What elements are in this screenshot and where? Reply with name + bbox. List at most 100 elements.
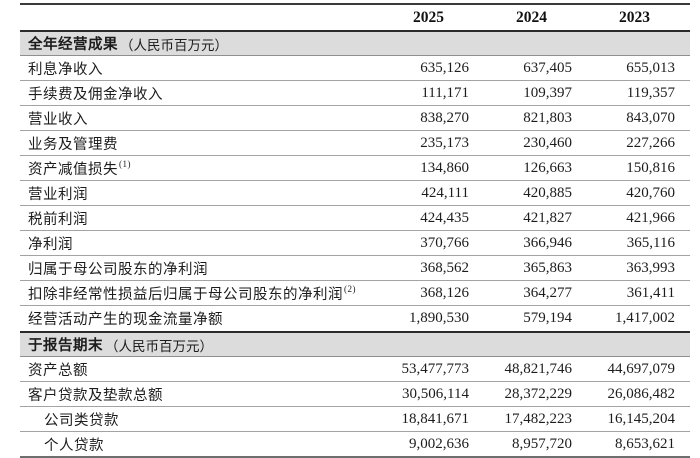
- section-unit: （人民币百万元）: [105, 338, 213, 354]
- section-unit: （人民币百万元）: [120, 37, 228, 53]
- table-row: 客户贷款及垫款总额 30,506,114 28,372,229 26,086,4…: [20, 382, 690, 407]
- row-label-text: 个人贷款: [44, 437, 104, 454]
- row-value-2025: 30,506,114: [402, 385, 469, 402]
- row-label: 资产总额: [20, 359, 366, 380]
- row-label-text: 业务及管理费: [28, 136, 118, 153]
- table-row: 资产总额 53,477,773 48,821,746 44,697,079: [20, 357, 690, 382]
- section-title: 全年经营成果: [28, 37, 118, 53]
- row-label: 营业收入: [20, 108, 366, 129]
- row-label: 经营活动产生的现金流量净额: [20, 308, 366, 329]
- row-value-2023: 1,417,002: [615, 310, 675, 326]
- footnote-marker: (1): [119, 158, 131, 169]
- table-row: 净利润 370,766 366,946 365,116: [20, 231, 690, 256]
- row-value-2025: 111,171: [421, 84, 469, 101]
- row-value-2025: 134,860: [420, 159, 469, 176]
- row-label: 净利润: [20, 233, 366, 254]
- row-value-2025: 838,270: [420, 109, 469, 126]
- financial-summary-table: 2025 2024 2023 全年经营成果 （人民币百万元） 利息净收入 635…: [20, 3, 690, 458]
- row-label-text: 营业利润: [28, 186, 88, 203]
- table-row: 税前利润 424,435 421,827 421,966: [20, 206, 690, 231]
- row-value-2024: 28,372,229: [504, 385, 573, 402]
- table-row: 扣除非经常性损益后归属于母公司股东的净利润(2) 368,126 364,277…: [20, 281, 690, 306]
- row-label: 税前利润: [20, 208, 366, 229]
- table-row: 营业利润 424,111 420,885 420,760: [20, 181, 690, 206]
- row-value-2025: 424,435: [420, 209, 469, 226]
- row-value-2024: 365,863: [523, 259, 572, 276]
- row-value-2023: 150,816: [626, 159, 675, 176]
- table-row: 营业收入 838,270 821,803 843,070: [20, 106, 690, 131]
- row-value-2025: 18,841,671: [401, 410, 470, 427]
- row-value-2024: 579,194: [523, 310, 572, 326]
- row-label-text: 资产总额: [28, 362, 88, 379]
- table-row: 归属于母公司股东的净利润 368,562 365,863 363,993: [20, 256, 690, 281]
- row-value-2025: 235,173: [420, 134, 469, 151]
- row-value-2023: 44,697,079: [607, 360, 676, 377]
- row-value-2023: 420,760: [626, 184, 675, 201]
- row-value-2024: 48,821,746: [504, 360, 573, 377]
- year-header-2024: 2024: [516, 8, 547, 26]
- row-value-2024: 17,482,223: [504, 410, 573, 427]
- row-label-text: 手续费及佣金净收入: [28, 86, 163, 103]
- row-value-2023: 365,116: [626, 234, 675, 251]
- row-value-2023: 843,070: [626, 109, 675, 126]
- table-row: 业务及管理费 235,173 230,460 227,266: [20, 131, 690, 156]
- row-label: 客户贷款及垫款总额: [20, 384, 366, 405]
- row-label: 扣除非经常性损益后归属于母公司股东的净利润(2): [20, 283, 366, 304]
- table-row: 公司类贷款 18,841,671 17,482,223 16,145,204: [20, 407, 690, 432]
- row-value-2023: 8,653,621: [615, 435, 675, 452]
- year-header-row: 2025 2024 2023: [20, 3, 690, 30]
- row-label-text: 扣除非经常性损益后归属于母公司股东的净利润: [28, 286, 343, 303]
- row-label: 资产减值损失(1): [20, 158, 366, 179]
- row-value-2024: 420,885: [523, 184, 572, 201]
- year-header-2023: 2023: [619, 8, 650, 26]
- row-label: 公司类贷款: [20, 409, 366, 430]
- row-label: 营业利润: [20, 183, 366, 204]
- row-value-2023: 361,411: [626, 284, 675, 301]
- row-value-2024: 8,957,720: [512, 435, 572, 452]
- row-value-2025: 370,766: [420, 234, 469, 251]
- row-value-2023: 26,086,482: [607, 385, 676, 402]
- year-header-2025: 2025: [413, 8, 444, 26]
- row-label: 业务及管理费: [20, 133, 366, 154]
- row-value-2024: 366,946: [523, 234, 572, 251]
- row-label: 利息净收入: [20, 58, 366, 79]
- row-value-2025: 53,477,773: [401, 360, 470, 377]
- row-label: 个人贷款: [20, 434, 366, 455]
- footnote-marker: (2): [344, 283, 356, 294]
- section-header-annual-results: 全年经营成果 （人民币百万元）: [20, 30, 690, 56]
- table-row: 手续费及佣金净收入 111,171 109,397 119,357: [20, 81, 690, 106]
- row-label-text: 资产减值损失: [28, 161, 118, 178]
- row-label-text: 经营活动产生的现金流量净额: [28, 312, 223, 328]
- row-label-text: 归属于母公司股东的净利润: [28, 261, 208, 278]
- row-value-2025: 9,002,636: [409, 435, 469, 452]
- row-value-2025: 368,126: [420, 284, 469, 301]
- row-value-2023: 119,357: [626, 84, 675, 101]
- row-label-text: 净利润: [28, 236, 73, 253]
- section-title: 于报告期末: [28, 338, 103, 354]
- row-value-2024: 821,803: [523, 109, 572, 126]
- row-label-text: 公司类贷款: [44, 412, 119, 429]
- row-label: 归属于母公司股东的净利润: [20, 258, 366, 279]
- row-value-2024: 637,405: [523, 59, 572, 76]
- table-row: 利息净收入 635,126 637,405 655,013: [20, 56, 690, 81]
- table-row: 个人贷款 9,002,636 8,957,720 8,653,621: [20, 432, 690, 458]
- row-value-2024: 126,663: [523, 159, 572, 176]
- row-value-2024: 421,827: [523, 209, 572, 226]
- row-value-2023: 363,993: [626, 259, 675, 276]
- row-value-2023: 227,266: [626, 134, 675, 151]
- row-label: 手续费及佣金净收入: [20, 83, 366, 104]
- row-value-2023: 655,013: [626, 59, 675, 76]
- row-value-2024: 109,397: [523, 84, 572, 101]
- table-row: 资产减值损失(1) 134,860 126,663 150,816: [20, 156, 690, 181]
- row-value-2025: 635,126: [420, 59, 469, 76]
- row-value-2025: 424,111: [421, 184, 469, 201]
- row-value-2024: 230,460: [523, 134, 572, 151]
- row-value-2024: 364,277: [523, 284, 572, 301]
- row-value-2023: 16,145,204: [607, 410, 676, 427]
- row-label-text: 利息净收入: [28, 61, 103, 78]
- row-label-text: 客户贷款及垫款总额: [28, 387, 163, 404]
- section-header-period-end: 于报告期末 （人民币百万元）: [20, 331, 690, 357]
- row-label-text: 营业收入: [28, 111, 88, 128]
- row-value-2025: 368,562: [420, 259, 469, 276]
- row-value-2025: 1,890,530: [409, 310, 469, 326]
